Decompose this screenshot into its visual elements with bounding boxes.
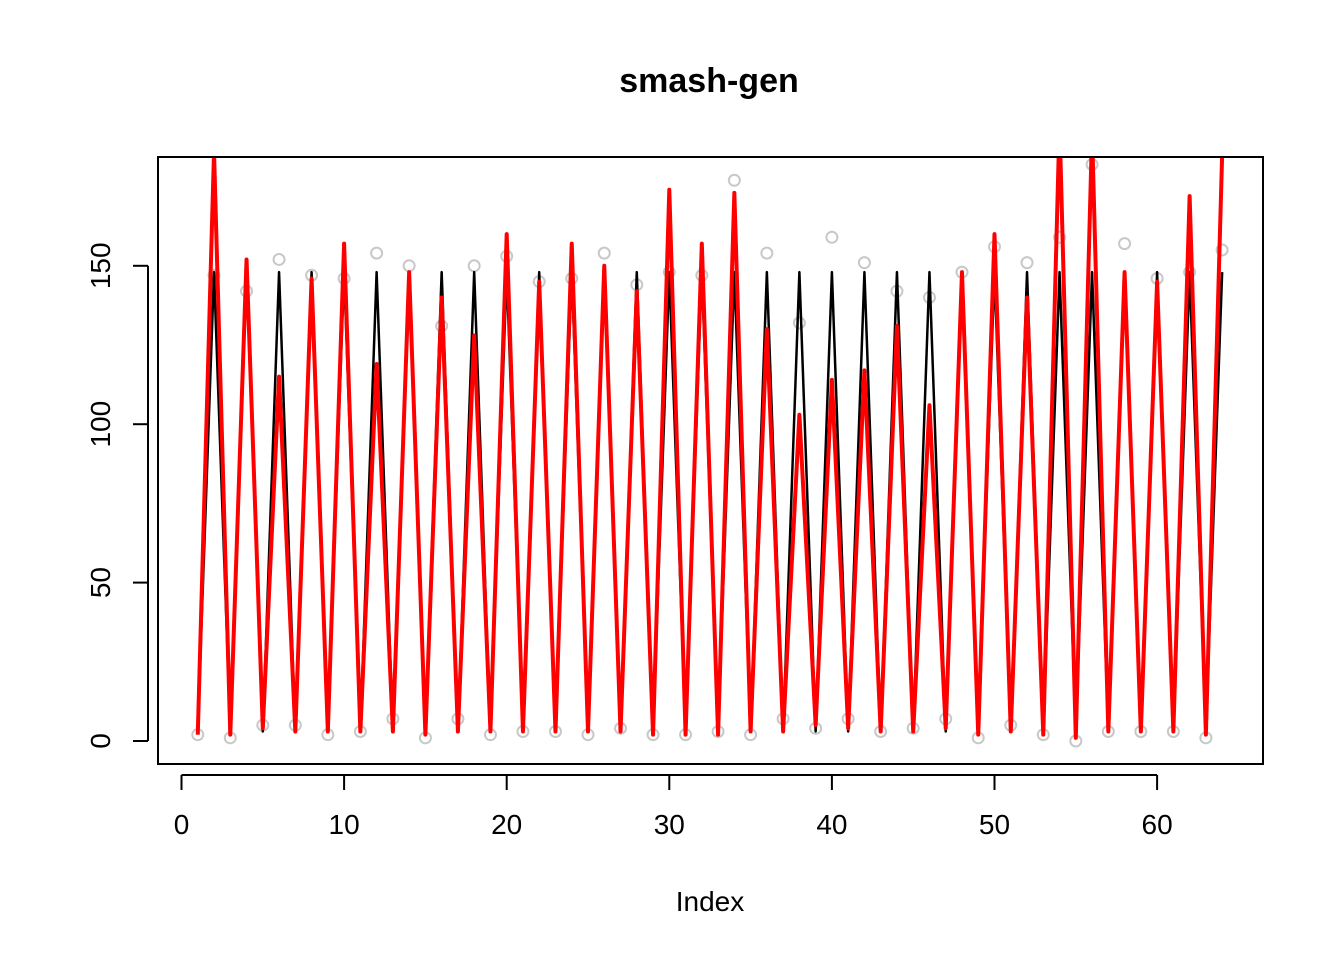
data-point	[402, 259, 416, 273]
plot-frame	[157, 156, 1264, 765]
x-tick-label: 0	[174, 809, 190, 840]
estimate-line	[195, 157, 1225, 740]
data-point	[760, 246, 774, 260]
data-point	[792, 316, 806, 330]
y-tick-label: 150	[85, 242, 116, 289]
chart-title: smash-gen	[619, 62, 799, 100]
data-point	[857, 256, 871, 270]
data-point	[1053, 230, 1067, 244]
x-tick-label: 10	[329, 809, 360, 840]
x-tick-label: 40	[816, 809, 847, 840]
data-point	[1215, 243, 1229, 257]
y-axis: 0 50 100 150	[85, 242, 149, 749]
x-tick-label: 50	[979, 809, 1010, 840]
data-point	[370, 246, 384, 260]
data-point	[825, 230, 839, 244]
data-point	[1118, 237, 1132, 251]
x-tick-label: 30	[654, 809, 685, 840]
data-point	[272, 252, 286, 266]
y-tick-label: 100	[85, 401, 116, 448]
data-point	[727, 173, 741, 187]
x-axis-label: Index	[676, 886, 745, 917]
y-tick-label: 50	[85, 567, 116, 598]
x-tick-label: 20	[491, 809, 522, 840]
data-point	[597, 246, 611, 260]
series-layer	[191, 157, 1229, 748]
data-point	[1020, 256, 1034, 270]
x-axis: 0 10 20 30 40 50 60	[174, 774, 1173, 840]
y-tick-label: 0	[85, 733, 116, 749]
data-point	[467, 259, 481, 273]
x-tick-label: 60	[1142, 809, 1173, 840]
